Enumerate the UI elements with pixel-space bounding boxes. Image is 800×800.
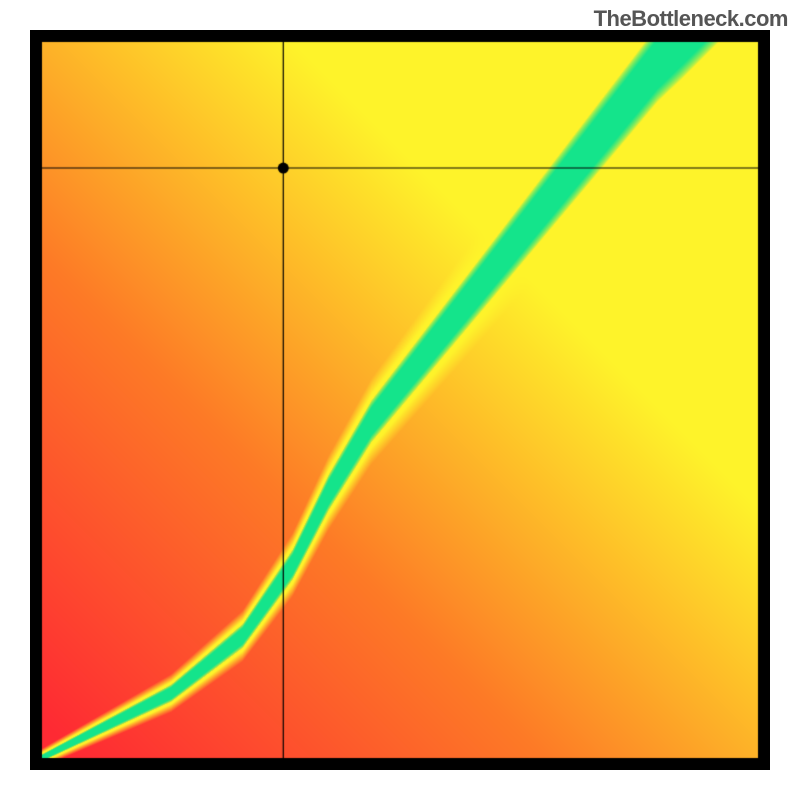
heatmap-canvas (30, 30, 770, 770)
plot-area (30, 30, 770, 770)
chart-container: TheBottleneck.com (0, 0, 800, 800)
watermark-text: TheBottleneck.com (594, 6, 788, 32)
